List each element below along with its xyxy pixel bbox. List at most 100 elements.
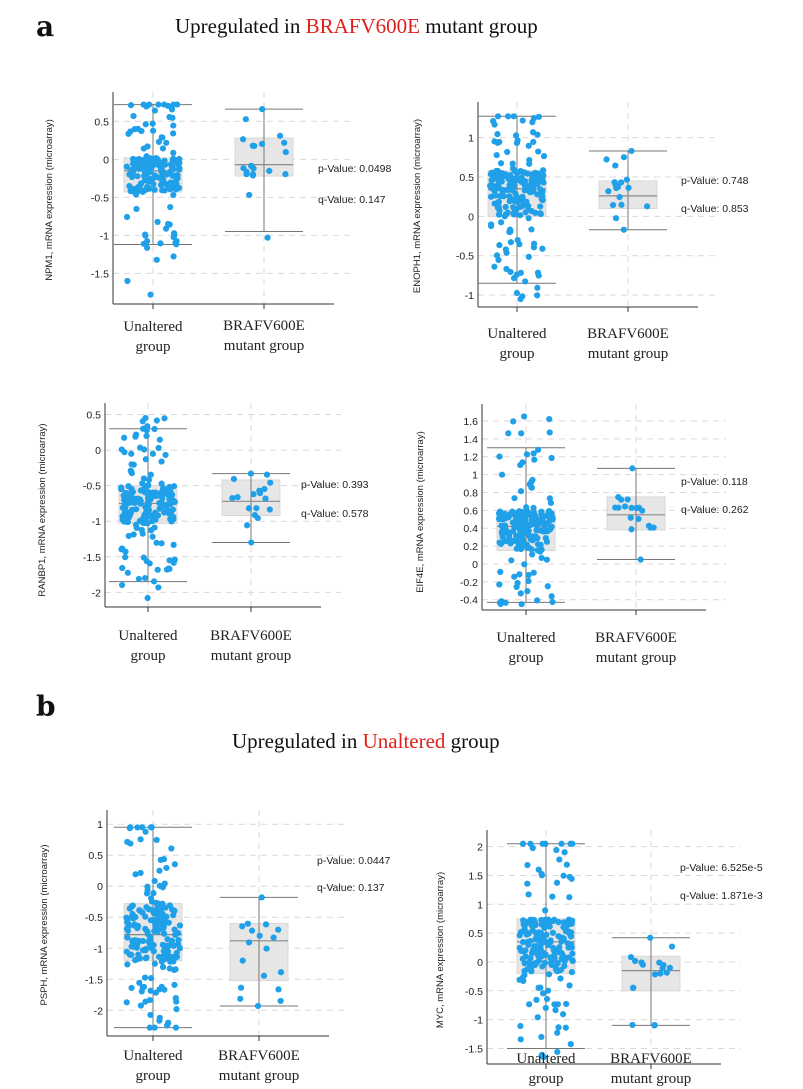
y-axis-label: PSPH, mRNA expression (microarray) [39,844,50,1005]
data-point [519,532,526,539]
data-point [603,156,610,163]
data-point [143,432,150,440]
data-point [511,181,518,188]
data-point [281,139,288,146]
y-tick-label: 1 [477,899,483,911]
data-point [128,188,135,195]
data-point [145,476,153,484]
data-point [171,981,178,988]
data-point [514,579,521,587]
data-point [170,912,177,919]
data-point [509,160,516,167]
data-point [146,493,153,500]
data-point [534,525,541,532]
data-point [517,929,525,936]
data-point [530,504,537,512]
data-point [171,861,178,868]
data-point [143,954,150,961]
data-point [553,846,560,854]
data-point [506,193,513,200]
section-a-title-prefix: Upregulated in [175,14,306,38]
data-point [525,253,532,260]
data-point [131,499,138,507]
data-point [498,471,506,478]
data-point [519,117,526,124]
data-point [130,531,137,538]
data-point [496,185,503,192]
data-point [524,880,531,887]
y-tick-label: 1 [97,819,103,831]
data-point [531,960,538,967]
data-point [142,574,149,582]
data-point [147,471,154,478]
data-point [556,856,563,863]
data-point [151,927,158,935]
data-point [152,509,159,516]
data-point [605,188,612,195]
data-point [170,253,177,260]
data-point [534,292,541,299]
data-point [637,556,644,563]
data-point [555,919,562,926]
p-value-label: p-Value: 0.0498 [318,163,392,175]
data-point [534,547,541,554]
data-point [493,151,500,159]
data-point [140,554,147,561]
data-point [229,494,236,502]
data-point [516,976,523,983]
data-point [502,203,509,211]
data-point [266,167,273,174]
data-point [526,160,533,167]
data-point [138,127,145,135]
data-point [562,928,570,935]
data-point [612,504,619,511]
data-point [155,101,162,108]
data-point [118,581,126,589]
data-point [247,470,255,477]
x-category-label: BRAFV600E [610,1051,692,1067]
data-point [118,486,125,493]
data-point [494,131,501,138]
data-point [633,504,640,512]
data-point [517,212,524,219]
data-point [615,493,622,501]
data-point [532,209,539,216]
data-point [173,930,180,937]
data-point [164,220,172,228]
data-point [159,941,166,948]
data-point [542,951,549,958]
x-category-label: Unaltered [516,1051,576,1067]
x-category-label: mutant group [211,648,291,664]
data-point [516,203,524,211]
data-point [566,894,573,901]
data-point [631,957,639,965]
data-point [525,577,532,585]
data-point [534,446,542,453]
data-point [167,485,174,493]
data-point [516,571,523,578]
p-value-label: p-Value: 0.748 [681,175,749,187]
data-point [166,557,173,564]
data-point [528,478,535,485]
data-point [525,891,532,898]
data-point [143,103,150,110]
data-point [666,964,674,971]
data-point [527,840,534,847]
section-b-title: Upregulated in Unaltered group [232,729,500,754]
data-point [524,965,531,973]
data-point [561,849,568,856]
data-point [142,489,149,496]
data-point [126,182,133,190]
data-point [529,119,536,126]
chart-panel-4: 1.6 1.4 1.2 1 0.8 0.6 0.4 0.2 0 -0.2 -0.4 EIF4E, mR… [415,404,749,666]
x-category-label: Unaltered [123,1048,183,1064]
data-point [538,916,545,924]
y-tick-label: -1 [474,1015,483,1027]
y-tick-label: 0 [103,154,109,166]
data-point [491,121,498,128]
data-point [620,226,627,233]
data-point [163,864,170,872]
data-point [152,989,160,996]
data-point [124,569,131,576]
